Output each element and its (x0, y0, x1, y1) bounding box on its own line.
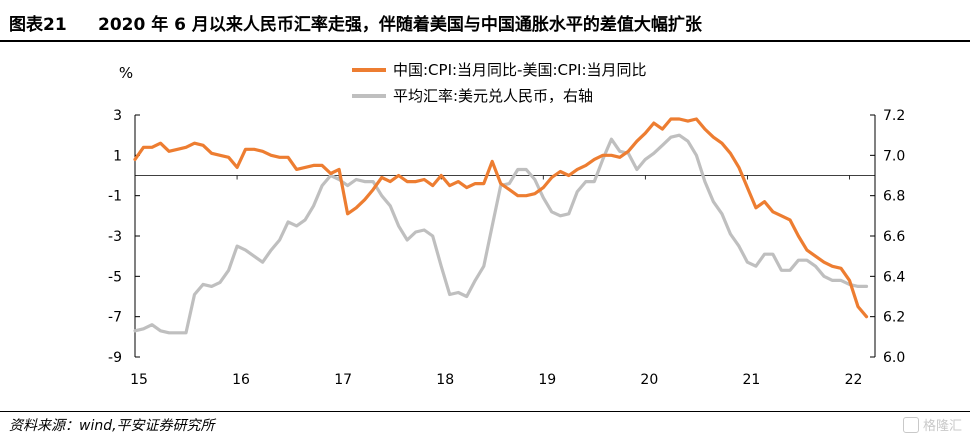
right-tick-label: 6.4 (883, 269, 905, 285)
line-chart: % 3 1 -1 -3 -5 -7 -9 7.2 7.0 6.8 6.6 6.4 6.2 6.0 15 16 17… (108, 61, 905, 388)
x-tick-label: 19 (538, 372, 556, 388)
x-tick-label: 17 (334, 372, 352, 388)
x-tick-label: 20 (640, 372, 658, 388)
left-tick-label: -9 (108, 350, 122, 366)
left-axis-unit: % (119, 64, 133, 82)
watermark: 格隆汇 (902, 415, 962, 434)
figure-title: 2020 年 6 月以来人民币汇率走强，伴随着美国与中国通胀水平的差值大幅扩张 (98, 15, 702, 35)
axes: % 3 1 -1 -3 -5 -7 -9 7.2 7.0 6.8 6.6 6.4 6.2 6.0 15 16 17… (108, 64, 905, 388)
right-tick-label: 6.2 (883, 310, 905, 326)
right-tick-label: 6.0 (883, 350, 905, 366)
left-tick-label: -1 (108, 189, 122, 205)
x-tick-label: 18 (436, 372, 454, 388)
right-tick-label: 7.0 (883, 148, 905, 164)
right-tick-label: 6.8 (883, 189, 905, 205)
legend-label-cpi: 中国:CPI:当月同比-美国:CPI:当月同比 (393, 61, 647, 79)
figure-label: 图表21 (9, 15, 67, 35)
left-tick-label: 1 (113, 148, 122, 164)
fx-rate-series-line (133, 133, 869, 335)
header: 图表21 2020 年 6 月以来人民币汇率走强，伴随着美国与中国通胀水平的差值… (0, 0, 970, 40)
cpi-diff-series-line (133, 117, 869, 319)
left-tick-label: 3 (113, 108, 122, 124)
right-tick-label: 7.2 (883, 108, 905, 124)
header-divider (0, 40, 970, 42)
left-tick-label: -5 (108, 269, 122, 285)
x-tick-label: 22 (845, 372, 863, 388)
x-tick-label: 15 (130, 372, 148, 388)
right-tick-label: 6.6 (883, 229, 905, 245)
source-note: 资料来源：wind,平安证券研究所 (9, 418, 215, 434)
legend-label-fx: 平均汇率:美元兑人民币，右轴 (393, 87, 593, 105)
left-tick-label: -7 (108, 310, 122, 326)
x-tick-label: 21 (742, 372, 760, 388)
watermark-text: 格隆汇 (922, 419, 962, 434)
watermark-logo-icon (902, 416, 919, 433)
series-layer (133, 117, 869, 335)
footer-divider (0, 411, 970, 412)
left-tick-label: -3 (108, 229, 122, 245)
x-tick-label: 16 (232, 372, 250, 388)
